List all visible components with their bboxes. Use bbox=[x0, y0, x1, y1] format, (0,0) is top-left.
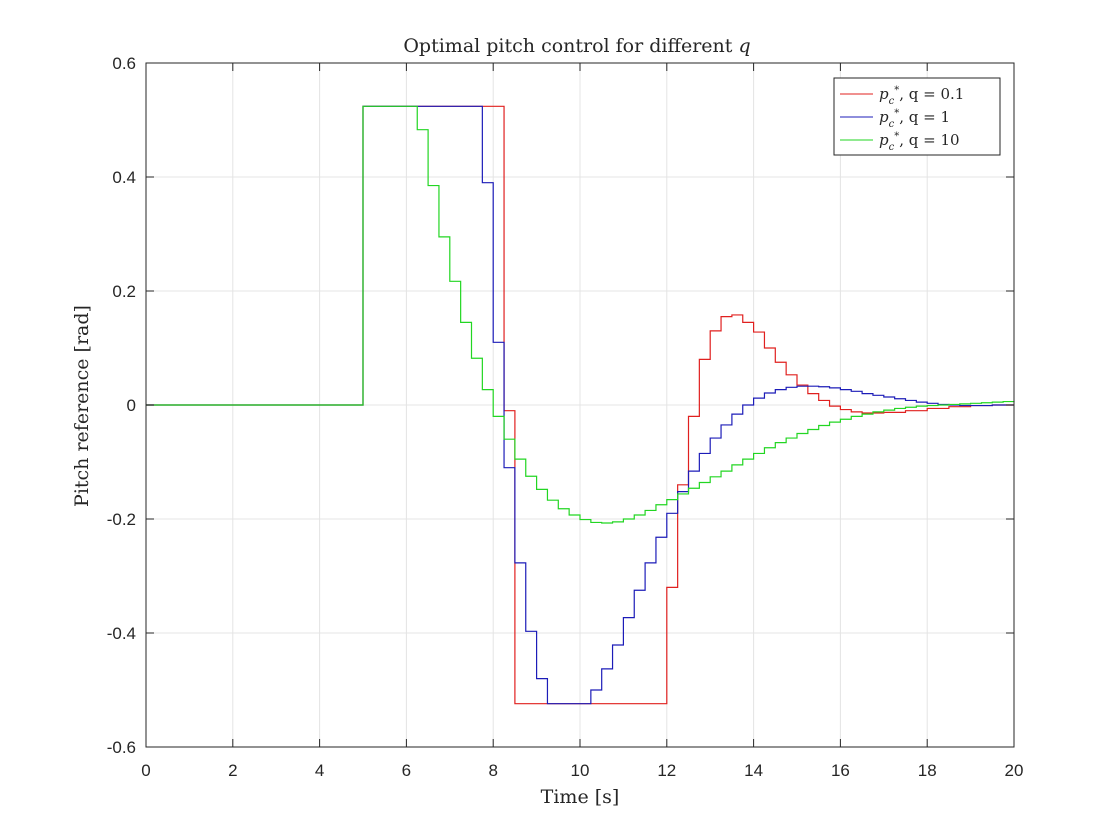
series-line bbox=[146, 105, 1014, 705]
legend-label-q: q = 0.1 bbox=[909, 85, 965, 103]
series-line bbox=[146, 105, 1015, 524]
x-tick-label: 12 bbox=[657, 761, 676, 780]
y-tick-label: 0.2 bbox=[112, 282, 136, 301]
legend-entry: pc*, q = 0.1 bbox=[840, 85, 964, 107]
x-tick-label: 2 bbox=[228, 761, 237, 780]
x-tick-label: 14 bbox=[744, 761, 763, 780]
x-tick-label: 16 bbox=[831, 761, 850, 780]
x-axis-label: Time [s] bbox=[541, 786, 620, 808]
y-tick-label: 0.6 bbox=[112, 54, 136, 73]
series-layer bbox=[146, 105, 1015, 705]
x-tick-label: 4 bbox=[315, 761, 324, 780]
legend-label: pc*, q = 1 bbox=[879, 108, 950, 130]
x-tick-label: 18 bbox=[918, 761, 937, 780]
chart-title: Optimal pitch control for different q bbox=[403, 35, 750, 57]
legend-label-q: q = 1 bbox=[909, 108, 950, 126]
legend-entry: pc*, q = 10 bbox=[840, 131, 960, 153]
y-axis-label: Pitch reference [rad] bbox=[71, 305, 93, 507]
series-line bbox=[146, 105, 1014, 705]
y-tick-label: 0.4 bbox=[112, 168, 136, 187]
x-tick-label: 10 bbox=[571, 761, 590, 780]
x-tick-label: 20 bbox=[1005, 761, 1024, 780]
x-tick-label: 8 bbox=[488, 761, 497, 780]
legend-entry: pc*, q = 1 bbox=[840, 108, 950, 130]
tick-layer: 0 2 4 6 8 10 12 14 16 18 20 0.6 0.4 0.2 0 -0.2 -0.4 -0.6 bbox=[107, 54, 1024, 780]
chart-title-text: Optimal pitch control for different bbox=[403, 35, 738, 57]
legend: pc*, q = 0.1 pc*, q = 1 pc*, q = 10 bbox=[833, 77, 1001, 156]
y-tick-label: 0 bbox=[127, 396, 136, 415]
legend-label: pc*, q = 10 bbox=[879, 131, 960, 153]
y-tick-label: -0.4 bbox=[107, 624, 136, 643]
chart-title-var: q bbox=[738, 35, 750, 57]
x-tick-label: 6 bbox=[402, 761, 411, 780]
legend-label: pc*, q = 0.1 bbox=[879, 85, 964, 107]
x-tick-label: 0 bbox=[141, 761, 150, 780]
y-tick-label: -0.6 bbox=[107, 738, 136, 757]
y-tick-label: -0.2 bbox=[107, 510, 136, 529]
legend-label-q: q = 10 bbox=[909, 131, 960, 149]
